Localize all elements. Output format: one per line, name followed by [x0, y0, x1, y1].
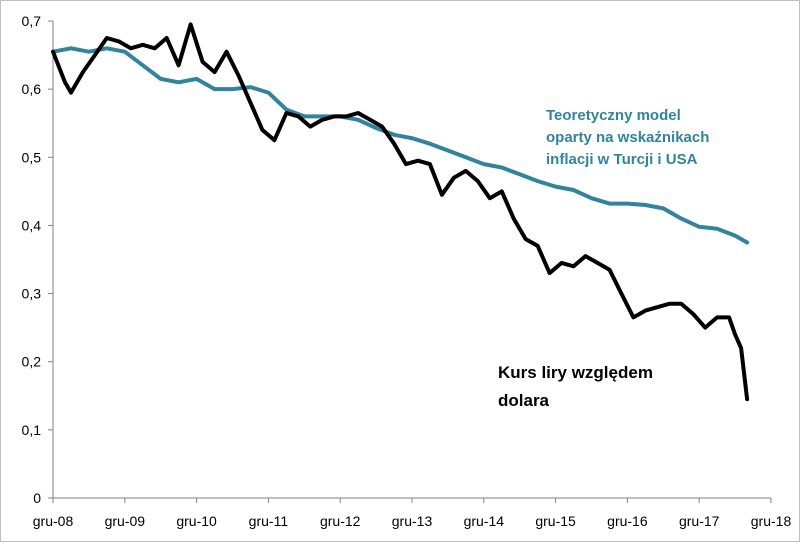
tick-labels: 0 0,1 0,2 0,3 0,4 0,5 0,6 0,7 gru-08 gru-09 gru-10… [22, 13, 792, 529]
annotation-kurs-line: Kurs liry względem [498, 363, 653, 382]
series-line-kurs [51, 22, 750, 402]
x-tick-label: gru-10 [176, 513, 217, 529]
y-tick-label: 0,6 [22, 81, 42, 97]
annotation-model-line: oparty na wskaźnikach [546, 129, 710, 146]
x-tick-label: gru-08 [33, 513, 74, 529]
annotation-kurs-line: dolara [498, 391, 550, 410]
y-tick-label: 0 [33, 490, 41, 506]
y-tick-label: 0,2 [22, 354, 42, 370]
annotation-model-line: Teoretyczny model [546, 107, 681, 124]
y-tick-label: 0,7 [22, 13, 42, 29]
x-tick-label: gru-15 [535, 513, 576, 529]
series-lines [51, 22, 750, 402]
x-tick-label: gru-17 [679, 513, 720, 529]
x-tick-label: gru-16 [607, 513, 648, 529]
y-tick-label: 0,5 [22, 149, 42, 165]
y-tick-label: 0,1 [22, 422, 42, 438]
x-tick-label: gru-18 [751, 513, 792, 529]
x-tick-label: gru-12 [320, 513, 361, 529]
x-tick-label: gru-13 [392, 513, 433, 529]
annotation-kurs: Kurs liry względem dolara [498, 359, 698, 415]
x-tick-label: gru-14 [464, 513, 505, 529]
annotation-model: Teoretyczny model oparty na wskaźnikach … [546, 105, 766, 171]
y-tick-label: 0,4 [22, 217, 42, 233]
x-tick-label: gru-09 [105, 513, 146, 529]
series-line-model [51, 46, 750, 245]
annotation-model-line: inflacji w Turcji i USA [546, 151, 698, 168]
x-tick-label: gru-11 [249, 513, 289, 529]
axes [48, 20, 772, 503]
y-tick-label: 0,3 [22, 286, 42, 302]
